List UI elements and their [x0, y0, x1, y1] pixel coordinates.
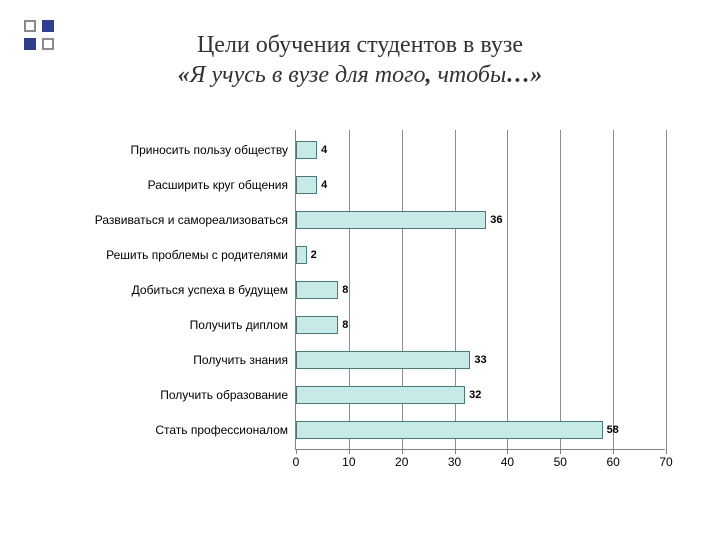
title-comma: ,	[425, 62, 437, 88]
bar	[296, 351, 470, 369]
category-label: Расширить круг общения	[58, 178, 288, 192]
x-tick-label: 0	[293, 455, 300, 469]
x-tick	[666, 449, 667, 454]
title-inner-2: чтобы	[437, 62, 506, 88]
category-label: Получить диплом	[58, 318, 288, 332]
category-label: Приносить пользу обществу	[58, 143, 288, 157]
category-label: Развиваться и самореализоваться	[58, 213, 288, 227]
value-label: 36	[490, 214, 502, 226]
value-label: 33	[474, 354, 486, 366]
title-close-quote: …»	[506, 62, 542, 88]
title-line-1: Цели обучения студентов в вузе	[0, 30, 720, 60]
x-tick-label: 10	[342, 455, 355, 469]
x-tick-label: 70	[659, 455, 672, 469]
x-tick	[613, 449, 614, 454]
value-label: 4	[321, 144, 327, 156]
value-label: 4	[321, 179, 327, 191]
x-tick	[402, 449, 403, 454]
chart-row: Получить знания33	[296, 351, 665, 369]
x-tick	[455, 449, 456, 454]
value-label: 8	[342, 284, 348, 296]
x-tick-label: 60	[606, 455, 619, 469]
bar	[296, 176, 317, 194]
bar	[296, 281, 338, 299]
category-label: Стать профессионалом	[58, 423, 288, 437]
slide-title: Цели обучения студентов в вузе «Я учусь …	[0, 30, 720, 90]
x-tick	[296, 449, 297, 454]
value-label: 32	[469, 389, 481, 401]
x-tick-label: 30	[448, 455, 461, 469]
category-label: Решить проблемы с родителями	[58, 248, 288, 262]
x-tick-label: 20	[395, 455, 408, 469]
category-label: Добиться успеха в будущем	[58, 283, 288, 297]
bar	[296, 246, 307, 264]
title-inner-1: Я учусь в вузе для того	[190, 62, 426, 88]
chart-row: Стать профессионалом58	[296, 421, 665, 439]
value-label: 2	[311, 249, 317, 261]
chart-row: Решить проблемы с родителями2	[296, 246, 665, 264]
plot-area: 010203040506070Приносить пользу обществу…	[295, 130, 665, 450]
x-tick-label: 50	[554, 455, 567, 469]
slide: Цели обучения студентов в вузе «Я учусь …	[0, 0, 720, 540]
chart-row: Добиться успеха в будущем8	[296, 281, 665, 299]
value-label: 8	[342, 319, 348, 331]
chart-row: Получить образование32	[296, 386, 665, 404]
category-label: Получить знания	[58, 353, 288, 367]
bar	[296, 141, 317, 159]
x-tick	[507, 449, 508, 454]
title-open-quote: «	[178, 62, 190, 88]
bar	[296, 386, 465, 404]
chart-row: Развиваться и самореализоваться36	[296, 211, 665, 229]
chart-row: Получить диплом8	[296, 316, 665, 334]
x-tick	[560, 449, 561, 454]
chart-row: Приносить пользу обществу4	[296, 141, 665, 159]
bar-chart: 0 10 20 30 40 50 60 70 Приносить пользу обществу…	[60, 120, 680, 500]
category-label: Получить образование	[58, 388, 288, 402]
title-line-2: «Я учусь в вузе для того, чтобы…»	[0, 60, 720, 90]
value-label: 58	[607, 424, 619, 436]
bar	[296, 316, 338, 334]
chart-row: Расширить круг общения4	[296, 176, 665, 194]
bar	[296, 421, 603, 439]
x-tick	[349, 449, 350, 454]
x-tick-label: 40	[501, 455, 514, 469]
bar	[296, 211, 486, 229]
gridline	[666, 130, 667, 449]
